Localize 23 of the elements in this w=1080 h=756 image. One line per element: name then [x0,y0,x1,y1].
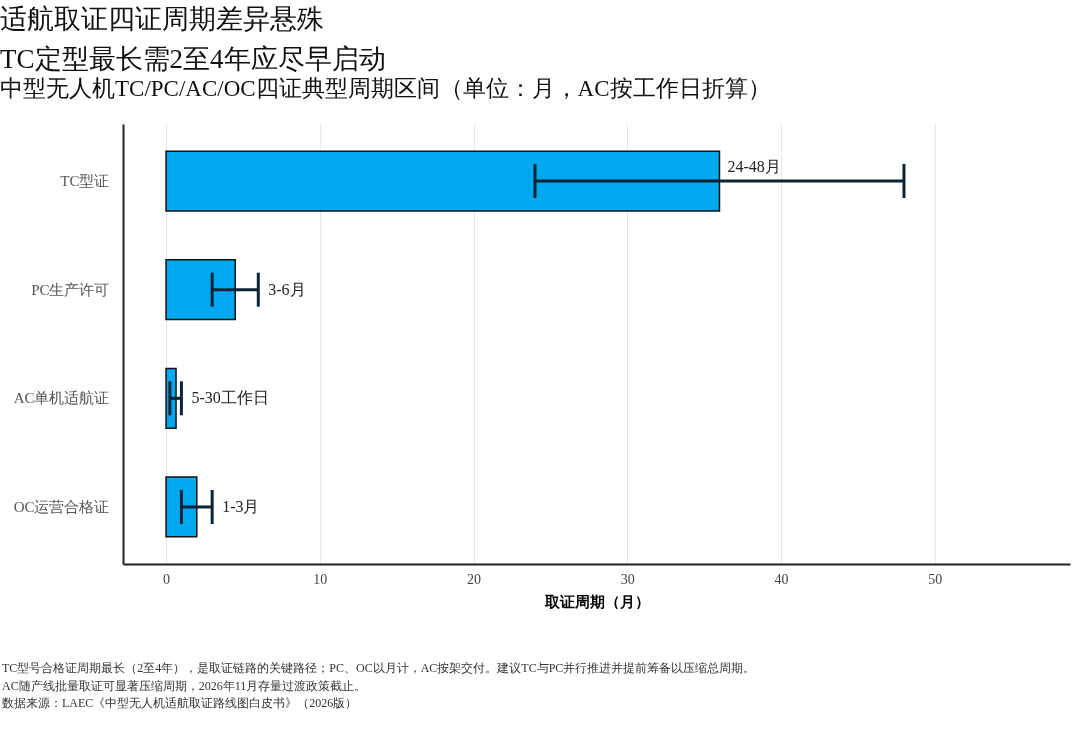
data-label: 1-3月 [222,497,260,515]
data-label: 24-48月 [727,158,781,176]
y-tick-label: OC运营合格证 [13,498,110,515]
x-tick-label: 20 [467,571,482,587]
bar [165,259,236,321]
y-tick-label: TC型证 [60,173,110,190]
bar [165,476,198,538]
x-axis-title: 取证周期（月） [543,592,650,611]
x-tick-label: 50 [928,571,943,587]
x-tick-label: 0 [163,571,171,587]
source-note: 数据来源：LAEC《中型无人机适航取证路线图白皮书》（2026版） [2,695,359,712]
text: TC型号合格证周期最长（2至4年），是取证链路的关键路径；PC、OC以月计，AC按架交付。建议TC与PC并行推进并提前筹备以压缩总周期。 [2,660,756,677]
data-label: 5-30工作日 [191,389,269,407]
text: AC随产线批量取证可显著压缩周期，2026年11月存量过渡政策截止。 [2,677,368,695]
chart-title: 适航取证四证周期差异悬殊 TC定型最长需2至4年应尽早启动 [0,4,386,74]
x-tick-label: 30 [620,571,635,587]
bar [165,150,721,212]
x-tick-label: 40 [774,571,789,587]
y-tick-label: PC生产许可 [31,281,110,298]
data-label: 3-6月 [268,280,306,298]
chart-subtitle: 中型无人机TC/PC/AC/OC四证典型周期区间（单位：月，AC按工作日折算） [0,76,771,101]
y-tick-label: AC单机适航证 [13,390,110,407]
x-tick-label: 10 [313,571,328,587]
